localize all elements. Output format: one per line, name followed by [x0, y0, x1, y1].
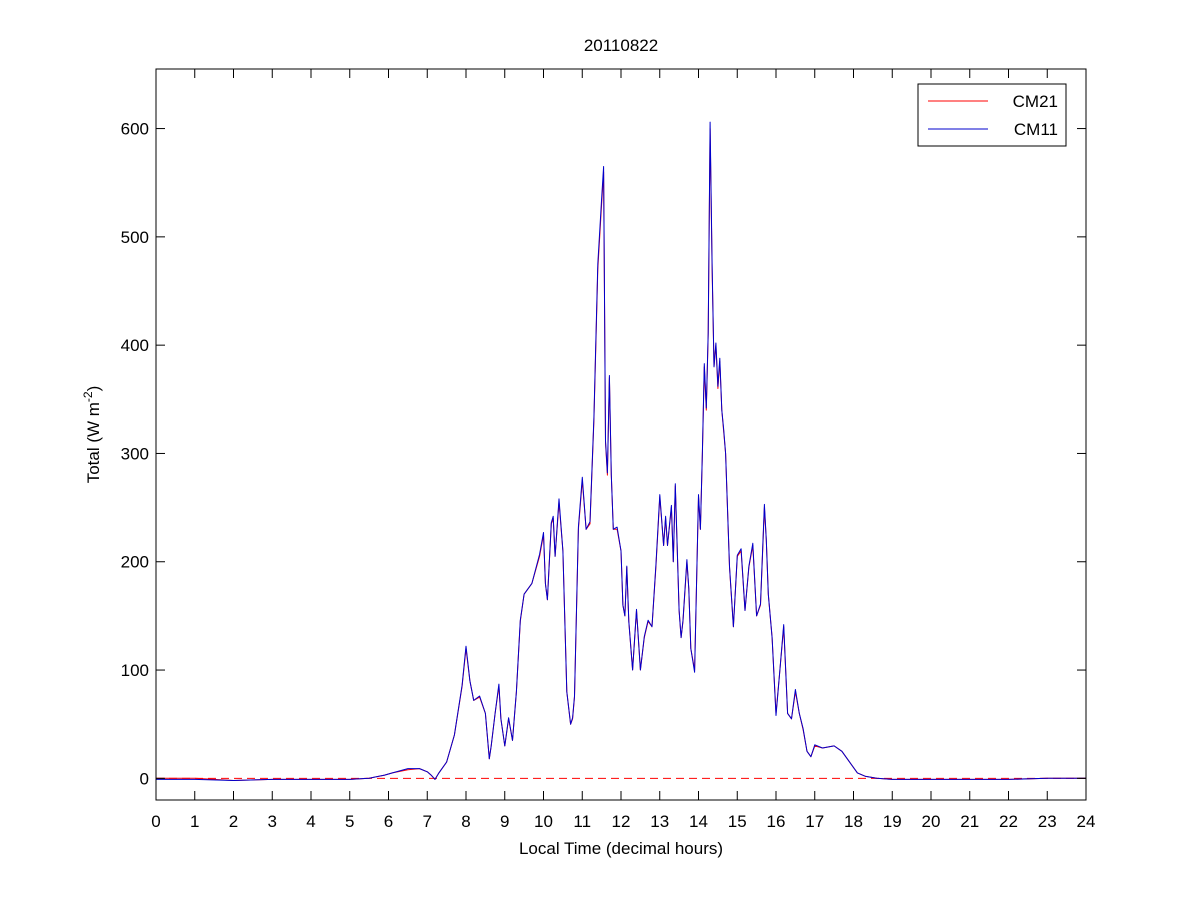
ticks-layer: 0 1 2 3 4 5 6 7 8 9 10 11 12 13 14 15 16 17 18 19 20 21 22 23 24… — [121, 69, 1096, 831]
x-tick-label: 5 — [345, 812, 354, 831]
legend: CM21 CM11 — [917, 83, 1067, 147]
x-tick-label: 0 — [151, 812, 160, 831]
plot-frame — [155, 68, 1087, 801]
x-tick-label: 21 — [960, 812, 979, 831]
y-axis-title: Total (W m-2) — [81, 386, 103, 484]
x-tick-label: 17 — [805, 812, 824, 831]
x-tick-label: 7 — [423, 812, 432, 831]
data-layer — [156, 121, 1086, 781]
x-tick-label: 3 — [268, 812, 277, 831]
x-tick-label: 14 — [689, 812, 708, 831]
series-line-cm21 — [156, 128, 1086, 781]
x-tick-label: 10 — [534, 812, 553, 831]
y-tick-label: 0 — [140, 769, 149, 788]
x-tick-label: 4 — [306, 812, 315, 831]
x-tick-label: 1 — [190, 812, 199, 831]
y-axis-title-main: Total (W m — [84, 402, 103, 483]
x-tick-label: 24 — [1077, 812, 1096, 831]
series-line-cm11 — [156, 121, 1086, 781]
x-tick-label: 11 — [573, 812, 591, 831]
y-tick-label: 300 — [121, 444, 149, 463]
y-tick-label: 100 — [121, 661, 149, 680]
y-tick-label: 500 — [121, 228, 149, 247]
x-axis-title: Local Time (decimal hours) — [519, 839, 723, 858]
x-tick-label: 8 — [461, 812, 470, 831]
x-tick-label: 2 — [229, 812, 238, 831]
y-tick-label: 200 — [121, 553, 149, 572]
legend-label-cm21: CM21 — [1013, 92, 1058, 111]
chart-title: 20110822 — [584, 36, 658, 55]
x-tick-label: 18 — [844, 812, 863, 831]
legend-box — [917, 83, 1067, 147]
y-axis-title-close: ) — [84, 386, 103, 392]
legend-label-cm11: CM11 — [1014, 120, 1058, 139]
y-tick-label: 400 — [121, 336, 149, 355]
x-tick-label: 19 — [883, 812, 902, 831]
x-tick-label: 9 — [500, 812, 509, 831]
x-tick-label: 20 — [922, 812, 941, 831]
x-tick-label: 6 — [384, 812, 393, 831]
x-tick-label: 15 — [728, 812, 747, 831]
x-tick-label: 16 — [767, 812, 786, 831]
y-axis-title-exponent: -2 — [81, 391, 95, 402]
x-tick-label: 13 — [650, 812, 669, 831]
x-tick-label: 12 — [612, 812, 631, 831]
y-tick-label: 600 — [121, 120, 149, 139]
x-tick-label: 22 — [999, 812, 1018, 831]
x-tick-label: 23 — [1038, 812, 1057, 831]
